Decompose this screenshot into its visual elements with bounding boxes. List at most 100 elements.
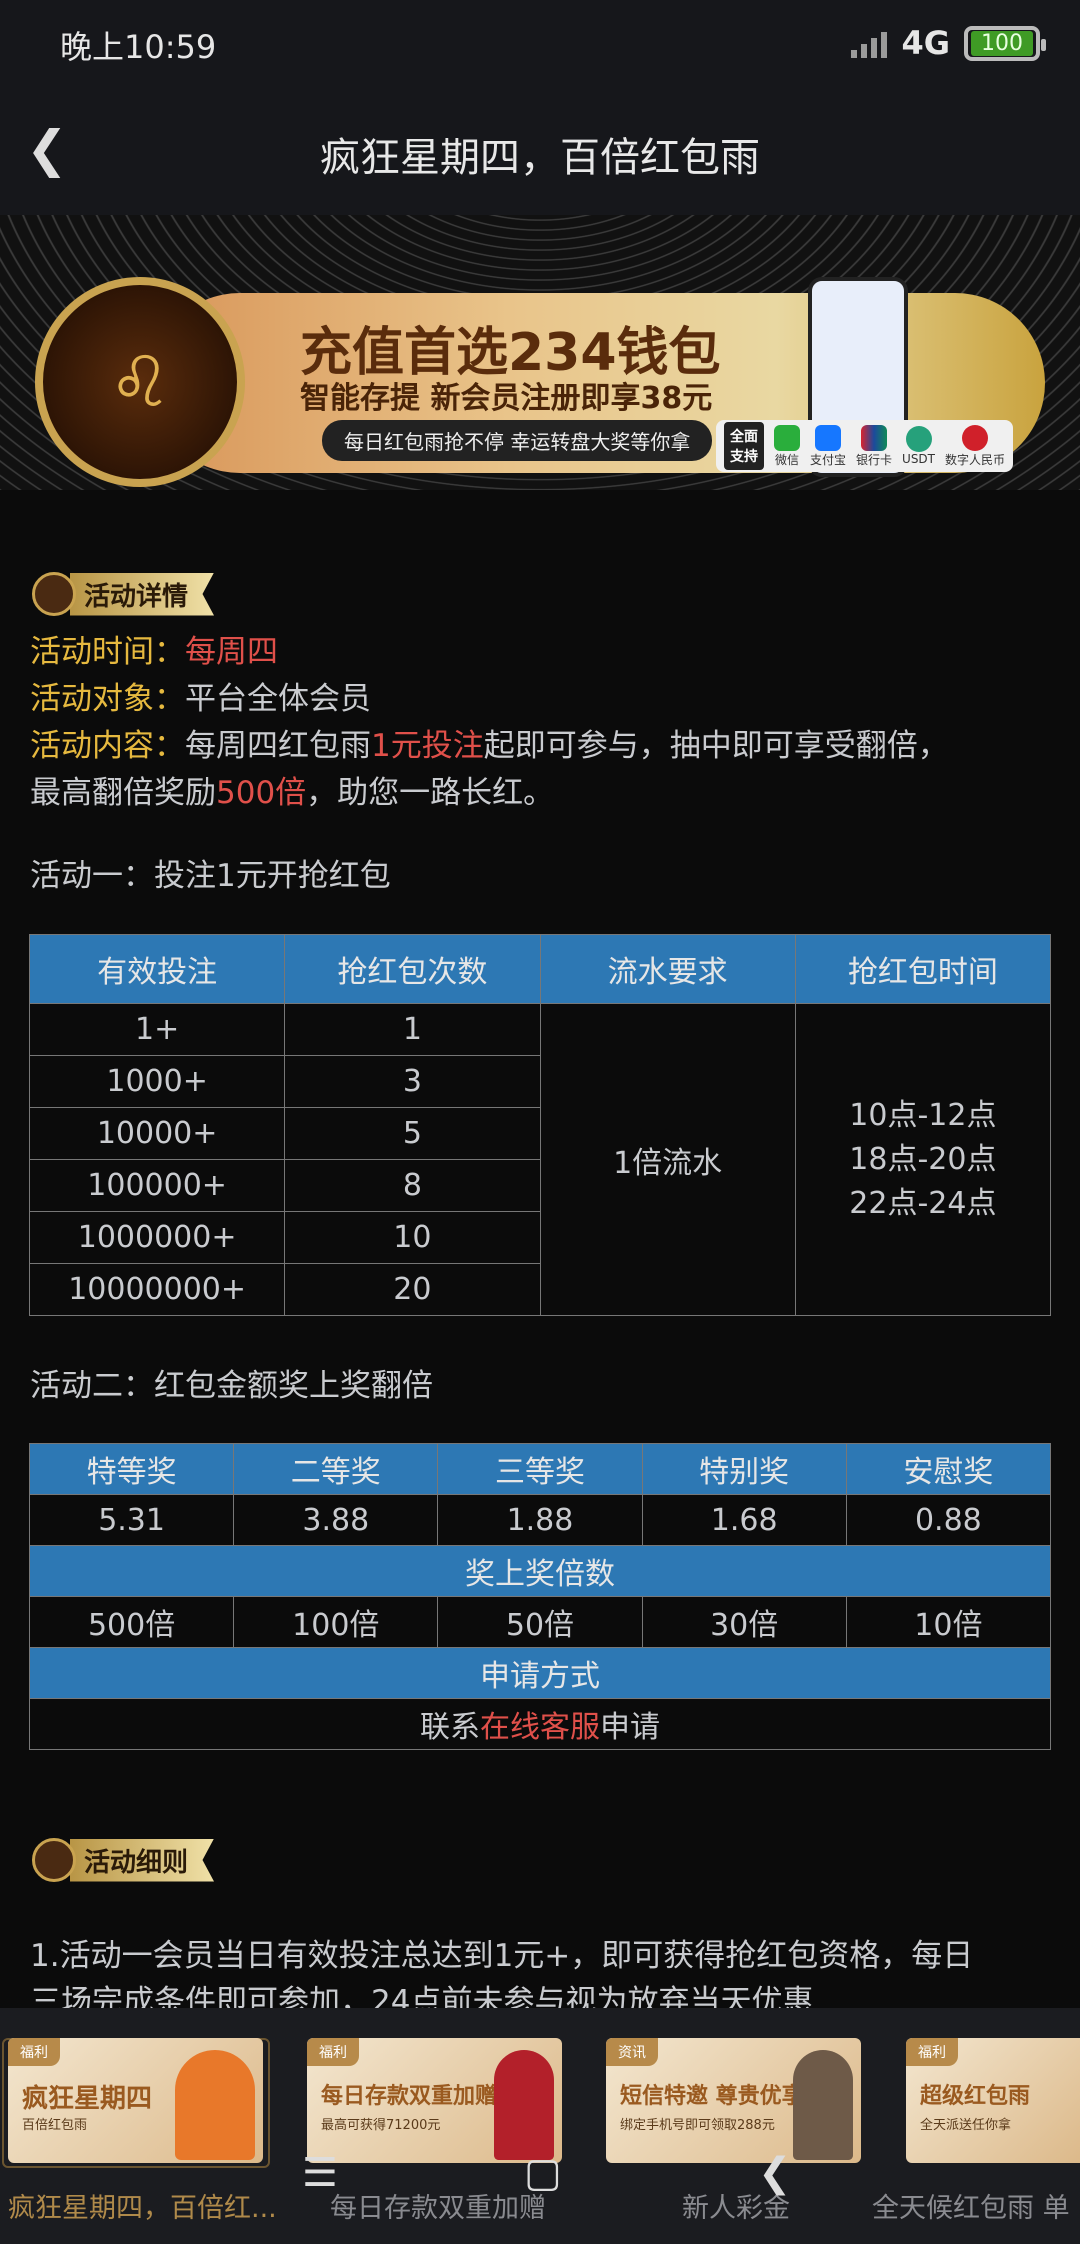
payment-label: 支付宝 <box>810 452 847 467</box>
card-tag: 福利 <box>8 2038 60 2066</box>
card-label[interactable]: 疯狂星期四，百倍红... <box>8 2193 277 2224</box>
network-type: 4G <box>901 24 950 62</box>
page-title: 疯狂星期四，百倍红包雨 <box>320 135 760 181</box>
text: 申请 <box>600 1710 660 1745</box>
payment-methods: 全面支持 微信 支付宝 银行卡 USDT 数字人民币 <box>716 420 1014 472</box>
nav-bar: ❮ 疯狂星期四，百倍红包雨 <box>0 85 1080 215</box>
card-title: 超级红包雨 <box>920 2084 1031 2109</box>
card-tag: 资讯 <box>606 2038 658 2066</box>
battery-level: 100 <box>971 30 1033 56</box>
unionpay-icon <box>861 424 888 451</box>
label: 活动对象： <box>30 681 185 717</box>
banner-subline: 智能存提 新会员注册即享38元 <box>300 381 713 416</box>
promo-card[interactable]: 福利 每日存款双重加赠 最高可获得71200元 <box>307 2038 562 2163</box>
banner-pill: 每日红包雨抢不停 幸运转盘大奖等你拿 <box>322 420 713 461</box>
banner-headline: 充值首选234钱包 <box>300 323 721 383</box>
table-row: 5.31 3.88 1.88 1.68 0.88 <box>28 1494 1052 1546</box>
time-slot: 10点-12点 <box>849 1097 997 1133</box>
card-label[interactable]: 全天候红包雨 单 <box>872 2193 1070 2224</box>
cell: 500倍 <box>28 1596 235 1648</box>
cell: 10倍 <box>845 1596 1052 1648</box>
payment-label: 微信 <box>774 452 799 467</box>
promo-card[interactable]: 资讯短信特邀 尊贵优享绑定手机号即可领取288元 <box>606 2038 861 2163</box>
goddess-image <box>494 2050 554 2160</box>
section-title: 活动详情 <box>70 572 215 616</box>
cell: 10000+ <box>28 1107 286 1160</box>
activity-content-cont: 最高翻倍奖励500倍，助您一路长红。 <box>30 767 554 812</box>
card-subtitle: 百倍红包雨 <box>22 2118 88 2133</box>
activity-content: 活动内容：每周四红包雨1元投注起即可参与，抽中即可享受翻倍， <box>30 720 949 765</box>
alipay-icon <box>815 424 841 451</box>
ecny-icon <box>962 424 989 451</box>
label: 活动内容： <box>30 728 185 764</box>
col-header: 特等奖 <box>28 1443 235 1495</box>
rule-line: 1.活动一会员当日有效投注总达到1元+，即可获得抢红包资格，每日 <box>30 1938 974 1974</box>
section-header-details: 活动详情 <box>32 572 215 616</box>
card-title: 短信特邀 尊贵优享 <box>620 2084 804 2109</box>
promo-banner[interactable]: ♌ 充值首选234钱包 智能存提 新会员注册即享38元 每日红包雨抢不停 幸运转… <box>0 215 1080 490</box>
table-row: 1+ 1 1倍流水 10点-12点 18点-20点 22点-24点 <box>28 1003 1052 1316</box>
cell: 5.31 <box>28 1494 235 1546</box>
cell: 10 <box>284 1211 541 1264</box>
cell: 1000000+ <box>28 1211 286 1264</box>
promo-card[interactable]: 福利疯狂星期四百倍红包雨 <box>8 2038 263 2163</box>
card-title: 疯狂星期四 <box>22 2084 153 2114</box>
card-subtitle: 绑定手机号即可领取288元 <box>620 2118 775 2133</box>
payment-label: USDT <box>902 452 936 466</box>
col-header: 抢红包时间 <box>794 934 1052 1004</box>
usdt-icon <box>905 426 932 452</box>
apply-cell: 联系在线客服申请 <box>29 1698 1051 1750</box>
table-row: 10000+ 5 <box>28 1107 1051 1160</box>
card-tag: 福利 <box>906 2038 958 2066</box>
table-row: 10000000+ 20 <box>28 1263 1051 1316</box>
activity1-title: 活动一：投注1元开抢红包 <box>30 858 391 894</box>
clock: 晚上10:59 <box>60 28 217 66</box>
activity2-title: 活动二：红包金额奖上奖翻倍 <box>30 1368 433 1404</box>
card-subtitle: 全天派送任你拿 <box>920 2118 1012 2133</box>
cell: 1000+ <box>28 1055 286 1108</box>
cell: 8 <box>284 1159 541 1212</box>
card-tag: 福利 <box>307 2038 359 2066</box>
cell: 30倍 <box>641 1596 847 1648</box>
table-row: 1000000+ 10 <box>28 1211 1051 1264</box>
col-header: 安慰奖 <box>845 1443 1052 1495</box>
col-header: 特别奖 <box>641 1443 847 1495</box>
menu-icon[interactable]: ☰ <box>302 2150 338 2196</box>
back-button[interactable]: ❮ <box>26 120 68 178</box>
cell: 100倍 <box>233 1596 439 1648</box>
cell: 100000+ <box>28 1159 286 1212</box>
section-title: 活动细则 <box>70 1838 215 1882</box>
card-label[interactable]: 新人彩金 <box>682 2193 790 2224</box>
promo-card[interactable]: 福利超级红包雨全天派送任你拿 <box>906 2038 1080 2163</box>
cell: 1+ <box>28 1003 286 1056</box>
multiplier-header: 奖上奖倍数 <box>29 1545 1051 1597</box>
turnover-cell: 1倍流水 <box>539 1003 796 1316</box>
online-support-link[interactable]: 在线客服 <box>480 1710 600 1745</box>
table-row: 1000+ 3 <box>28 1055 1051 1108</box>
cell: 5 <box>284 1107 541 1160</box>
cell: 1.88 <box>437 1494 643 1546</box>
highlight: 1元投注 <box>371 728 484 764</box>
wechat-icon <box>774 424 800 451</box>
medal-icon <box>32 1838 76 1882</box>
cell: 1.68 <box>641 1494 847 1546</box>
text: 联系 <box>420 1710 480 1745</box>
col-header: 二等奖 <box>233 1443 439 1495</box>
home-icon[interactable]: ▢ <box>524 2150 562 2196</box>
card-title: 每日存款双重加赠 <box>321 2084 498 2109</box>
text: ，助您一路长红。 <box>306 775 555 811</box>
activity2-table: 特等奖 二等奖 三等奖 特别奖 安慰奖 5.31 3.88 1.88 1.68 0.88 奖上奖… <box>28 1443 1052 1750</box>
card-label[interactable]: 每日存款双重加赠 <box>330 2193 546 2224</box>
cell: 3 <box>284 1055 541 1108</box>
time-slot: 18点-20点 <box>849 1141 997 1177</box>
cell: 0.88 <box>845 1494 1052 1546</box>
time-cell: 10点-12点 18点-20点 22点-24点 <box>794 1003 1052 1316</box>
activity-time: 活动时间：每周四 <box>30 626 278 671</box>
businessman-image <box>793 2050 853 2160</box>
signal-icon <box>851 28 888 58</box>
back-nav-icon[interactable]: ❮ <box>758 2150 792 2196</box>
battery-icon: 100 <box>964 25 1046 61</box>
highlight: 500倍 <box>216 775 307 811</box>
label: 活动时间： <box>30 634 185 670</box>
payment-label: 银行卡 <box>856 452 893 467</box>
